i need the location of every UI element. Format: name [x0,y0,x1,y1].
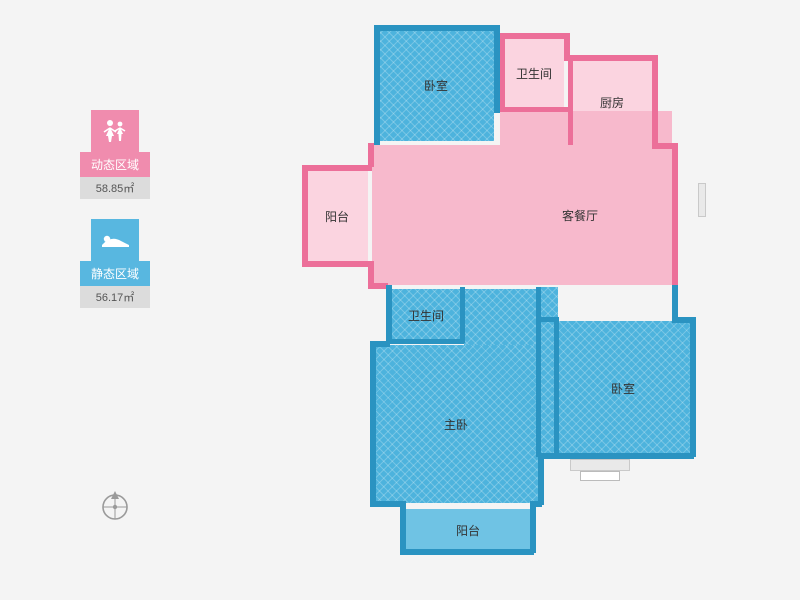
wall [690,317,696,457]
wall [368,143,374,167]
legend-dynamic-label: 动态区域 [80,152,150,177]
room-master-ext [464,289,538,349]
wall [500,37,505,111]
floorplan: 卧室 卫生间 厨房 客餐厅 阳台 卫生间 主卧 卧室 阳台 [300,25,740,570]
wall [386,339,464,344]
wall [302,165,308,265]
label-bathroom-top: 卫生间 [516,65,552,82]
wall [400,501,406,553]
label-bedroom-top: 卧室 [424,77,448,94]
wall [374,25,498,31]
wall [538,455,544,505]
wall [568,61,573,145]
wall [530,501,536,553]
room-bedroom-top: 卧室 [378,29,494,141]
label-balcony-left: 阳台 [325,208,349,225]
label-bedroom-right: 卧室 [611,380,635,397]
room-bedroom-right: 卧室 [556,321,690,455]
wall [554,317,559,455]
legend: 动态区域 58.85㎡ 静态区域 56.17㎡ [80,110,150,328]
wall [374,25,380,145]
people-icon [91,110,139,152]
legend-dynamic-value: 58.85㎡ [80,177,150,199]
wall [500,33,568,39]
wall-grey [698,183,706,217]
room-bathroom-mid: 卫生间 [390,289,462,341]
wall-grey [570,459,630,471]
wall [672,143,678,287]
room-bathroom-top: 卫生间 [504,37,564,109]
wall [460,287,465,343]
label-balcony-bottom: 阳台 [456,522,480,539]
wall [302,261,372,267]
wall [652,55,658,147]
room-master-bedroom: 主卧 [374,345,538,503]
room-living: 客餐厅 [372,145,672,285]
label-bathroom-mid: 卫生间 [408,307,444,324]
legend-dynamic: 动态区域 58.85㎡ [80,110,150,199]
wall-grey [580,471,620,481]
sleep-icon [91,219,139,261]
room-balcony-bottom: 阳台 [404,509,532,551]
wall [536,287,541,457]
wall [564,33,570,57]
wall [386,285,392,343]
legend-static-value: 56.17㎡ [80,286,150,308]
wall [370,501,404,507]
label-living: 客餐厅 [562,207,598,224]
legend-static: 静态区域 56.17㎡ [80,219,150,308]
wall [400,549,534,555]
wall [564,55,656,61]
wall [370,341,376,505]
wall [494,25,500,113]
legend-static-label: 静态区域 [80,261,150,286]
wall [500,107,572,112]
compass-icon [95,485,135,525]
wall [302,165,372,171]
wall [368,283,388,289]
label-kitchen: 厨房 [600,94,624,111]
wall [672,285,678,321]
label-master-bedroom: 主卧 [444,416,468,433]
wall [540,317,558,322]
room-balcony-left: 阳台 [306,169,368,263]
wall [538,453,694,459]
